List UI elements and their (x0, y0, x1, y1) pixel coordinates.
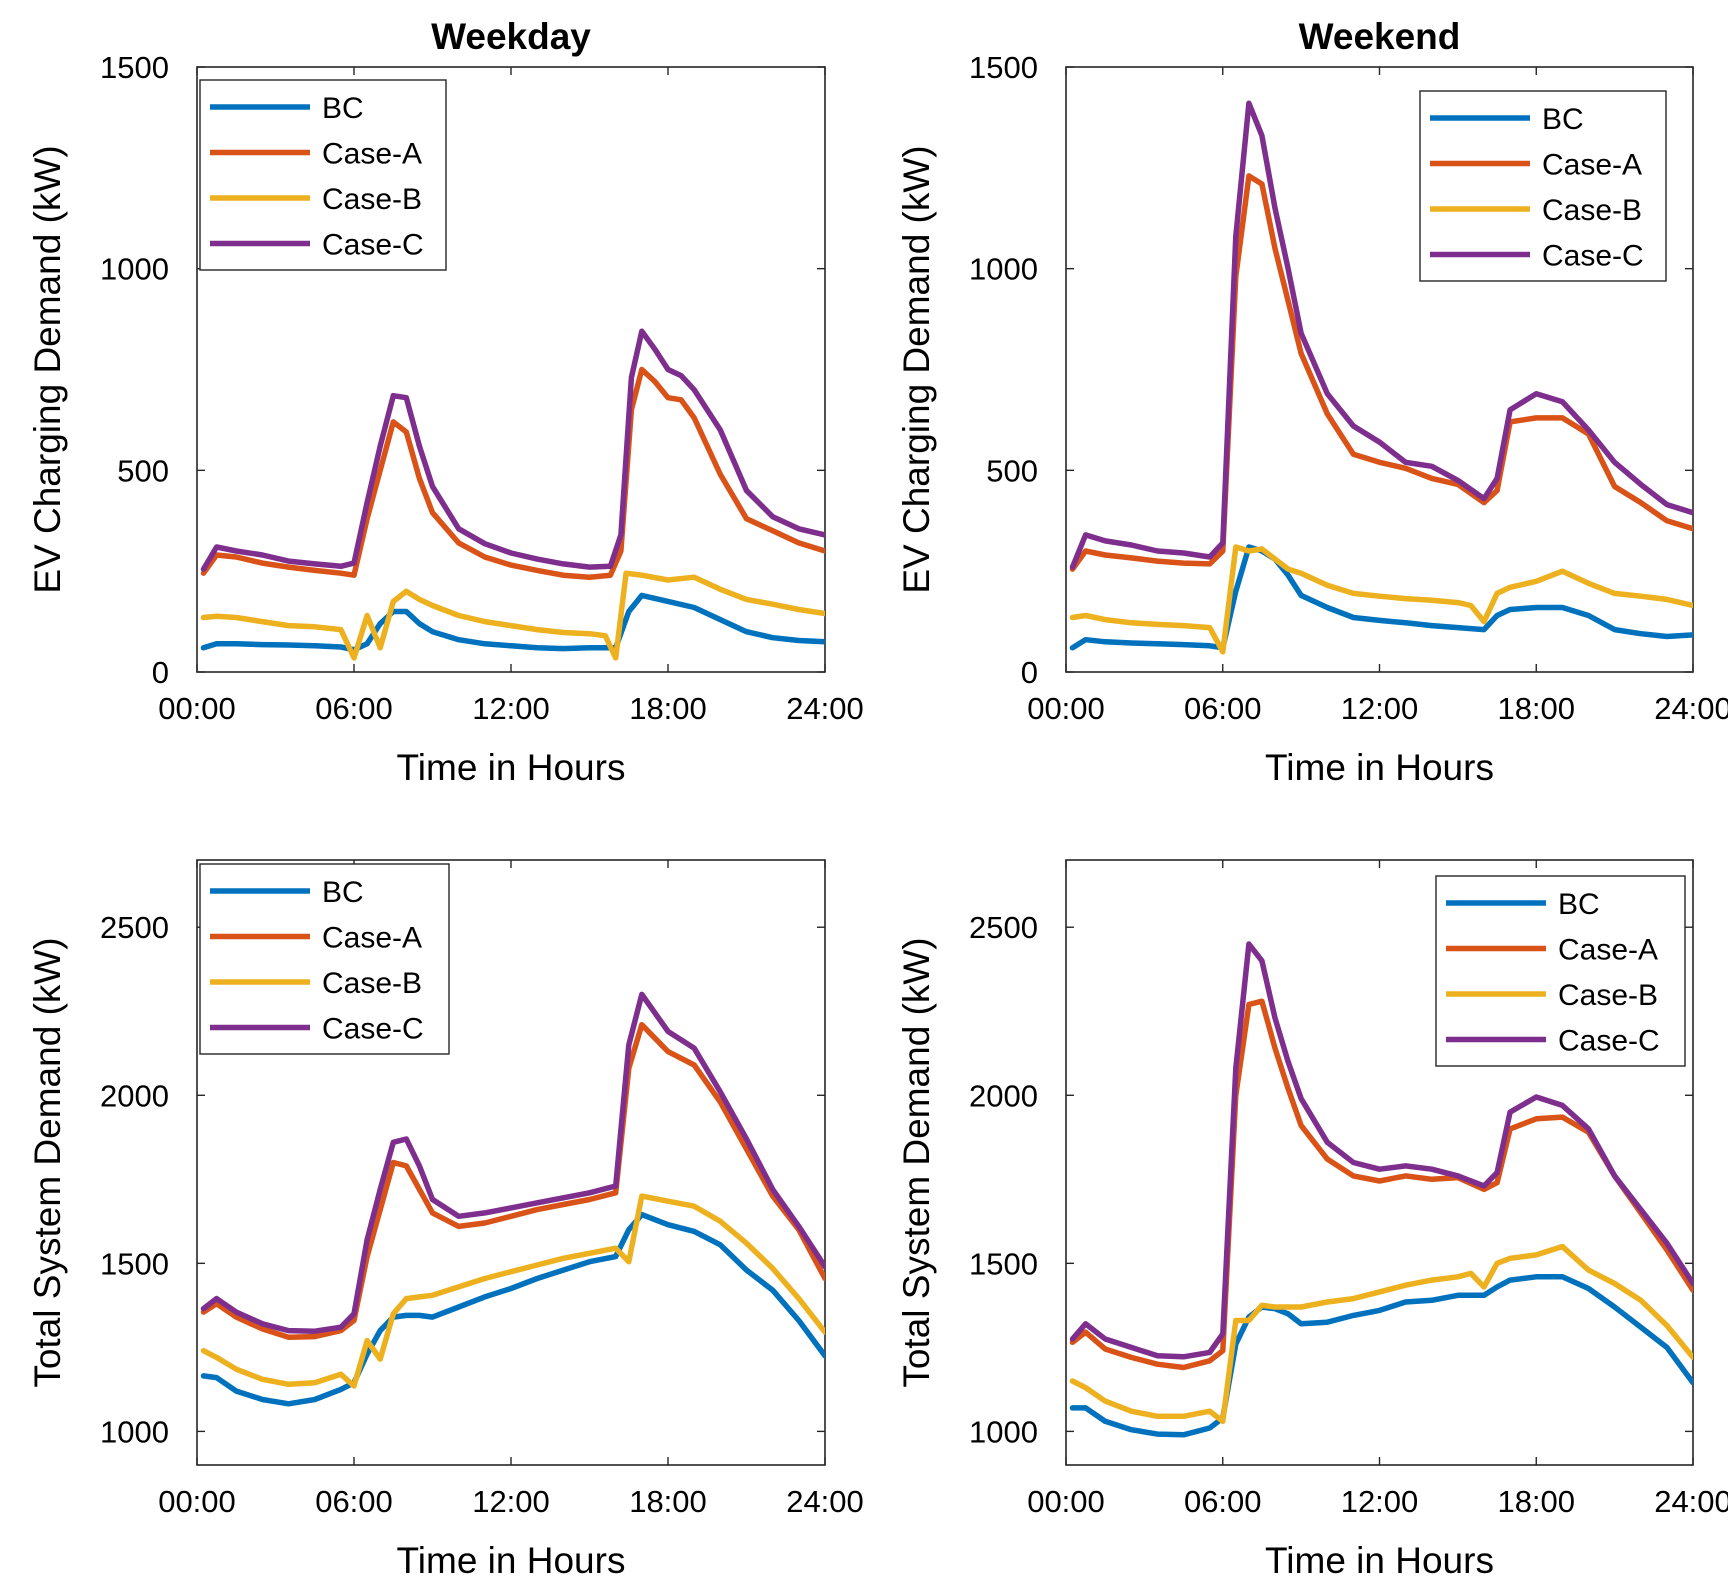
x-tick-label: 18:00 (1497, 1484, 1575, 1519)
series-line-case-a (1069, 998, 1693, 1371)
legend: BC Case-A Case-B Case-C (199, 863, 450, 1055)
chart-title: Weekday (431, 16, 591, 57)
series-line-case-c (1069, 941, 1693, 1360)
series-line-bc (1069, 544, 1693, 651)
y-tick-label: 0 (152, 655, 169, 690)
legend-label-bc: BC (322, 876, 364, 909)
chart-panel-2: 00:00 06:00 12:00 18:00 24:00 0 500 1000 1500 Tim… (896, 16, 1728, 788)
series-group (200, 991, 825, 1407)
x-tick-label: 24:00 (786, 1484, 864, 1519)
y-tick-label: 500 (117, 453, 169, 488)
y-tick-label: 2000 (100, 1078, 169, 1113)
legend: BC Case-A Case-B Case-C (199, 79, 447, 271)
x-tick-label: 24:00 (786, 691, 864, 726)
legend-label-case-c: Case-C (322, 1013, 424, 1046)
y-tick-label: 2500 (100, 910, 169, 945)
series-line-case-c (1069, 100, 1693, 570)
x-tick-label: 12:00 (472, 691, 550, 726)
legend: BC Case-A Case-B Case-C (1435, 875, 1686, 1067)
series-group (1069, 941, 1693, 1438)
series-line-case-a (200, 1021, 825, 1341)
y-tick-label: 1500 (100, 1246, 169, 1281)
legend-label-case-a: Case-A (1558, 934, 1658, 967)
x-tick-label: 06:00 (315, 691, 393, 726)
chart-panel-1: 00:00 06:00 12:00 18:00 24:00 0 500 1000 1500 Tim… (27, 16, 864, 788)
x-axis-label: Time in Hours (397, 1540, 626, 1581)
x-tick-label: 12:00 (1341, 1484, 1419, 1519)
x-tick-label: 06:00 (1184, 1484, 1262, 1519)
legend-label-case-a: Case-A (322, 922, 422, 955)
y-tick-label: 2500 (969, 910, 1038, 945)
legend-label-case-c: Case-C (322, 229, 424, 262)
y-axis-label: Total System Demand (kW) (27, 937, 68, 1387)
y-tick-label: 1000 (969, 1414, 1038, 1449)
series-line-case-a (200, 366, 825, 580)
legend-label-case-c: Case-C (1542, 240, 1644, 273)
series-line-case-c (200, 991, 825, 1334)
legend-label-case-a: Case-A (322, 138, 422, 171)
legend-label-bc: BC (1542, 103, 1584, 136)
chart-panel-4: 00:00 06:00 12:00 18:00 24:00 1000 1500 2000 250… (896, 859, 1728, 1581)
chart-panel-3: 00:00 06:00 12:00 18:00 24:00 1000 1500 2000 250… (27, 859, 864, 1581)
y-tick-label: 1000 (100, 1414, 169, 1449)
y-tick-label: 1500 (969, 1246, 1038, 1281)
series-group (200, 328, 825, 661)
legend-label-case-b: Case-B (1558, 979, 1658, 1012)
x-tick-label: 06:00 (1184, 691, 1262, 726)
series-line-case-b (1069, 1243, 1693, 1425)
x-tick-label: 18:00 (629, 691, 707, 726)
legend-label-case-b: Case-B (322, 183, 422, 216)
x-tick-label: 12:00 (1341, 691, 1419, 726)
legend-label-case-b: Case-B (1542, 194, 1642, 227)
y-tick-label: 0 (1021, 655, 1038, 690)
series-line-case-c (200, 328, 825, 572)
x-axis-label: Time in Hours (1265, 747, 1494, 788)
y-tick-label: 1000 (100, 252, 169, 287)
y-tick-label: 1500 (100, 50, 169, 85)
series-line-bc (200, 592, 825, 653)
series-line-case-b (200, 1193, 825, 1389)
legend-label-case-b: Case-B (322, 967, 422, 1000)
x-axis-label: Time in Hours (1265, 1540, 1494, 1581)
x-tick-label: 18:00 (1497, 691, 1575, 726)
y-axis-label: EV Charging Demand (kW) (896, 145, 937, 593)
series-line-case-b (200, 570, 825, 661)
y-tick-label: 1000 (969, 252, 1038, 287)
x-tick-label: 18:00 (629, 1484, 707, 1519)
series-line-case-a (1069, 173, 1693, 572)
legend-label-case-c: Case-C (1558, 1025, 1660, 1058)
series-line-case-b (1069, 544, 1693, 655)
x-tick-label: 00:00 (158, 691, 236, 726)
legend-box (199, 863, 450, 1055)
y-tick-label: 1500 (969, 50, 1038, 85)
y-axis-label: EV Charging Demand (kW) (27, 145, 68, 593)
series-line-bc (200, 1211, 825, 1407)
legend-label-case-a: Case-A (1542, 149, 1642, 182)
legend: BC Case-A Case-B Case-C (1419, 90, 1667, 282)
legend-label-bc: BC (322, 92, 364, 125)
x-tick-label: 24:00 (1654, 1484, 1728, 1519)
y-axis-label: Total System Demand (kW) (896, 937, 937, 1387)
x-axis-label: Time in Hours (397, 747, 626, 788)
x-tick-label: 00:00 (158, 1484, 236, 1519)
series-line-bc (1069, 1274, 1693, 1438)
legend-box (1435, 875, 1686, 1067)
chart-title: Weekend (1299, 16, 1461, 57)
y-tick-label: 500 (986, 453, 1038, 488)
x-tick-label: 06:00 (315, 1484, 393, 1519)
legend-label-bc: BC (1558, 888, 1600, 921)
legend-box (199, 79, 447, 271)
x-tick-label: 12:00 (472, 1484, 550, 1519)
x-tick-label: 00:00 (1027, 691, 1105, 726)
legend-box (1419, 90, 1667, 282)
x-tick-label: 00:00 (1027, 1484, 1105, 1519)
x-tick-label: 24:00 (1654, 691, 1728, 726)
series-group (1069, 100, 1693, 655)
y-tick-label: 2000 (969, 1078, 1038, 1113)
